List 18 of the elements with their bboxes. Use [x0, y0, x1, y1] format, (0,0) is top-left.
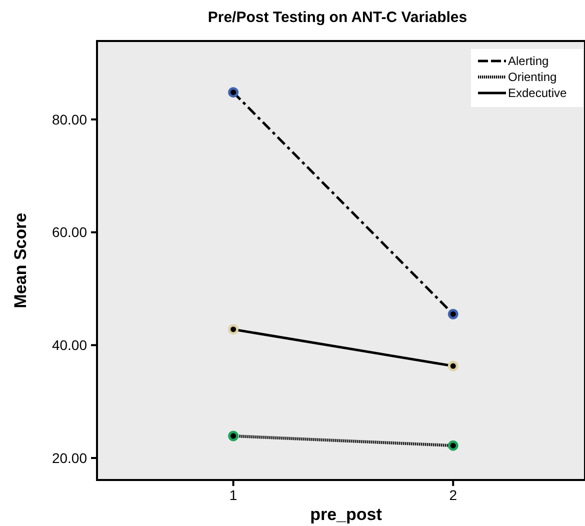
point	[228, 87, 239, 98]
y-tick-label: 40.00	[52, 337, 88, 354]
legend-label: Orienting	[508, 70, 557, 84]
x-axis-title: pre_post	[310, 505, 382, 524]
point	[448, 360, 458, 372]
y-tick-label: 80.00	[52, 111, 88, 128]
x-tick-label: 2	[449, 487, 458, 503]
chart-title: Pre/Post Testing on ANT-C Variables	[208, 9, 468, 26]
legend-label: Exdecutive	[508, 86, 568, 100]
x-tick-label: 1	[229, 487, 238, 503]
legend-label: Alerting	[508, 54, 549, 68]
y-axis-title: Mean Score	[11, 212, 30, 308]
point	[228, 324, 239, 335]
y-tick-label: 60.00	[52, 224, 88, 240]
point	[448, 308, 458, 320]
point	[228, 430, 239, 442]
point	[448, 440, 458, 451]
y-tick-label: 20.00	[52, 450, 88, 466]
